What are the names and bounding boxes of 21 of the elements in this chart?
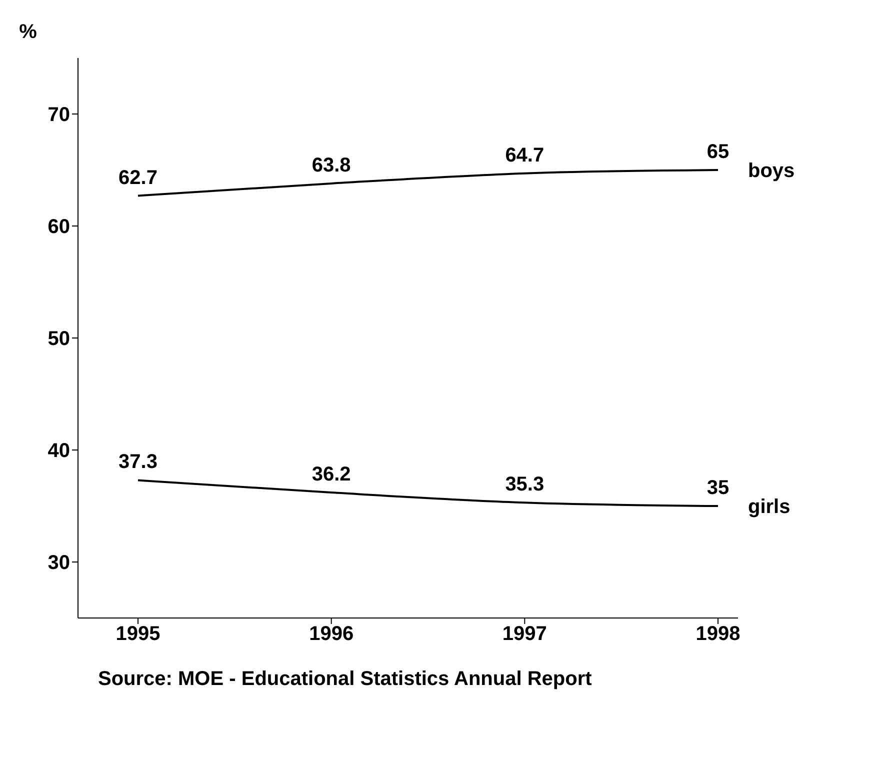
- y-tick-label: 30: [48, 552, 70, 574]
- x-tick-label: 1996: [309, 623, 354, 646]
- y-tick-label: 50: [48, 328, 70, 350]
- data-label: 63.8: [312, 154, 351, 176]
- data-label: 36.2: [312, 464, 351, 486]
- y-axis-title: %: [19, 21, 38, 43]
- data-label: 35.3: [505, 474, 544, 496]
- data-label: 64.7: [505, 144, 544, 166]
- y-tick-label: 60: [48, 216, 70, 238]
- data-label: 62.7: [118, 166, 158, 189]
- source-note: Source: MOE - Educational Statistics Annual Report: [98, 668, 593, 691]
- data-label: 35: [706, 477, 730, 499]
- x-tick-label: 1998: [696, 623, 740, 646]
- series-label: boys: [748, 160, 795, 182]
- series-label: girls: [748, 496, 790, 518]
- y-tick-label: 70: [48, 104, 70, 126]
- x-tick-label: 1997: [502, 623, 547, 646]
- data-label: 65: [706, 141, 730, 163]
- data-label: 37.3: [118, 451, 158, 474]
- y-tick-label: 40: [48, 440, 70, 462]
- x-tick-label: 1995: [116, 623, 160, 646]
